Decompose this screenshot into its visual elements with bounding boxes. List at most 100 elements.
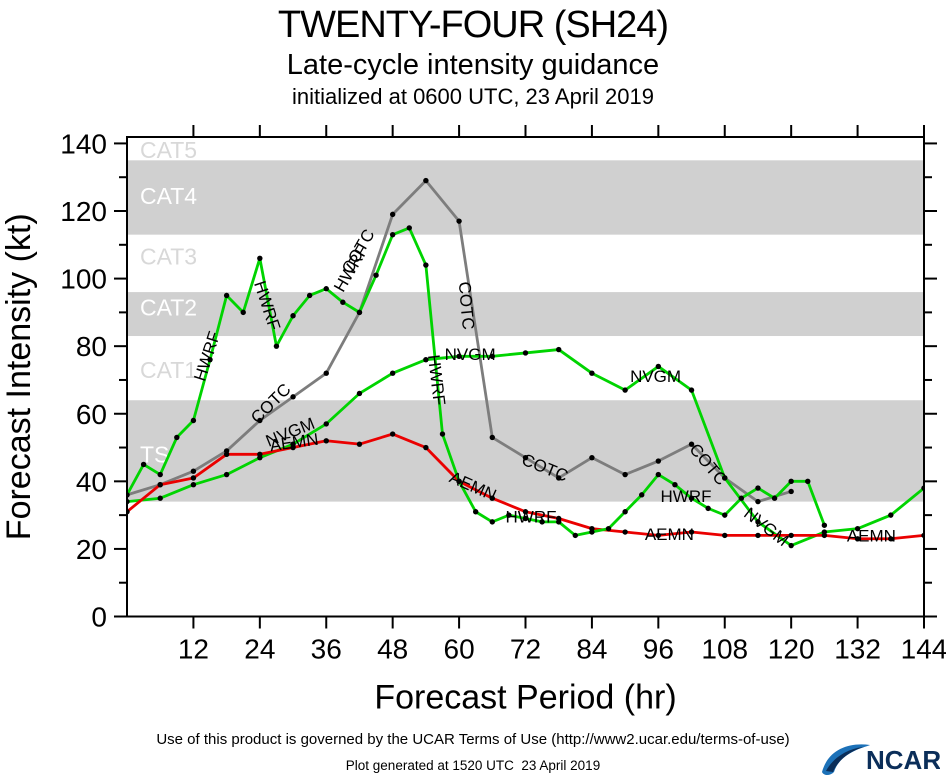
marker-aemn bbox=[290, 444, 296, 451]
marker-cotc bbox=[522, 454, 529, 461]
marker-cotc bbox=[423, 177, 429, 184]
x-tick-label: 36 bbox=[311, 634, 342, 665]
marker-hwrf bbox=[489, 519, 495, 525]
y-axis-label: Forecast Intensity (kt) bbox=[0, 213, 38, 540]
marker-hwrf bbox=[589, 529, 595, 535]
marker-nvgm bbox=[722, 475, 728, 481]
line-label-hwrf: HWRF bbox=[506, 507, 557, 526]
marker-hwrf bbox=[821, 522, 828, 528]
terms-of-use-text: Use of this product is governed by the U… bbox=[156, 731, 790, 748]
marker-hwrf bbox=[423, 262, 429, 268]
marker-hwrf bbox=[506, 512, 512, 518]
x-tick-label: 60 bbox=[444, 634, 475, 665]
marker-aemn bbox=[423, 444, 429, 451]
marker-hwrf bbox=[522, 515, 529, 522]
marker-hwrf bbox=[805, 478, 811, 485]
band-label-cat1: CAT1 bbox=[140, 357, 197, 383]
marker-hwrf bbox=[174, 434, 180, 441]
x-tick-label: 24 bbox=[244, 634, 275, 665]
marker-cotc bbox=[755, 498, 761, 505]
marker-hwrf bbox=[639, 492, 645, 498]
marker-nvgm bbox=[556, 346, 562, 353]
marker-hwrf bbox=[223, 292, 230, 299]
marker-hwrf bbox=[140, 461, 147, 468]
marker-aemn bbox=[223, 451, 230, 458]
marker-hwrf bbox=[605, 525, 612, 532]
y-tick-label: 40 bbox=[76, 466, 107, 497]
line-label-hwrf: HWRF bbox=[661, 487, 712, 506]
marker-hwrf bbox=[788, 478, 794, 485]
marker-aemn bbox=[655, 532, 662, 539]
marker-aemn bbox=[622, 529, 628, 535]
marker-nvgm bbox=[323, 421, 329, 427]
marker-cotc bbox=[788, 488, 794, 495]
marker-cotc bbox=[323, 370, 329, 376]
x-tick-label: 108 bbox=[701, 634, 748, 665]
marker-hwrf bbox=[672, 482, 678, 488]
line-label-nvgm: NVGM bbox=[740, 504, 792, 550]
marker-hwrf bbox=[556, 519, 562, 525]
marker-hwrf bbox=[290, 313, 296, 319]
marker-nvgm bbox=[522, 350, 529, 356]
marker-cotc bbox=[489, 434, 495, 441]
marker-aemn bbox=[389, 431, 396, 437]
marker-hwrf bbox=[306, 292, 313, 299]
line-label-nvgm: NVGM bbox=[630, 367, 681, 386]
marker-hwrf bbox=[323, 286, 329, 292]
marker-hwrf bbox=[157, 471, 163, 478]
marker-nvgm bbox=[854, 525, 861, 532]
line-label-aemn: AEMN bbox=[645, 525, 694, 544]
y-tick-label: 140 bbox=[60, 128, 107, 159]
marker-cotc bbox=[257, 417, 263, 424]
marker-nvgm bbox=[755, 519, 761, 525]
marker-nvgm bbox=[655, 363, 662, 370]
marker-hwrf bbox=[755, 485, 761, 491]
line-label-aemn: AEMN bbox=[847, 527, 896, 546]
marker-cotc bbox=[290, 394, 296, 400]
marker-hwrf bbox=[738, 495, 745, 501]
ncar-swoosh-icon-inner bbox=[826, 747, 864, 772]
marker-aemn bbox=[489, 495, 495, 501]
marker-aemn bbox=[688, 529, 695, 535]
plot-generated-text: Plot generated at 1520 UTC 23 April 2019 bbox=[345, 758, 601, 773]
marker-cotc bbox=[556, 475, 562, 481]
marker-nvgm bbox=[389, 370, 396, 376]
band-label-cat5: CAT5 bbox=[140, 137, 197, 163]
x-tick-label: 72 bbox=[510, 634, 541, 665]
band-label-cat4: CAT4 bbox=[140, 183, 197, 209]
marker-aemn bbox=[821, 532, 828, 539]
marker-aemn bbox=[323, 438, 329, 444]
marker-nvgm bbox=[456, 353, 462, 360]
marker-nvgm bbox=[788, 542, 794, 549]
page-title: TWENTY-FOUR (SH24) bbox=[277, 4, 669, 46]
line-label-nvgm: NVGM bbox=[445, 345, 496, 364]
marker-cotc bbox=[389, 211, 396, 218]
marker-nvgm bbox=[157, 495, 163, 501]
x-tick-label: 96 bbox=[643, 634, 674, 665]
marker-cotc bbox=[456, 218, 462, 224]
band-ts bbox=[127, 400, 924, 502]
marker-cotc bbox=[655, 458, 662, 464]
marker-nvgm bbox=[423, 356, 429, 363]
marker-hwrf bbox=[722, 512, 728, 518]
marker-hwrf bbox=[340, 299, 346, 305]
marker-nvgm bbox=[223, 471, 230, 478]
marker-hwrf bbox=[389, 231, 396, 238]
line-label-cotc: COTC bbox=[455, 281, 478, 331]
marker-hwrf bbox=[356, 309, 363, 316]
y-tick-label: 20 bbox=[76, 534, 107, 565]
marker-hwrf bbox=[622, 509, 628, 515]
marker-cotc bbox=[589, 454, 595, 461]
x-tick-label: 120 bbox=[768, 634, 815, 665]
ncar-logo-text: NCAR bbox=[866, 745, 940, 775]
page-subtitle: Late-cycle intensity guidance bbox=[286, 49, 660, 81]
y-tick-label: 0 bbox=[91, 602, 107, 633]
y-tick-label: 100 bbox=[60, 264, 107, 295]
y-tick-label: 80 bbox=[76, 331, 107, 362]
x-tick-label: 12 bbox=[178, 634, 209, 665]
marker-hwrf bbox=[373, 272, 379, 278]
marker-hwrf bbox=[240, 309, 246, 316]
x-tick-label: 84 bbox=[576, 634, 607, 665]
